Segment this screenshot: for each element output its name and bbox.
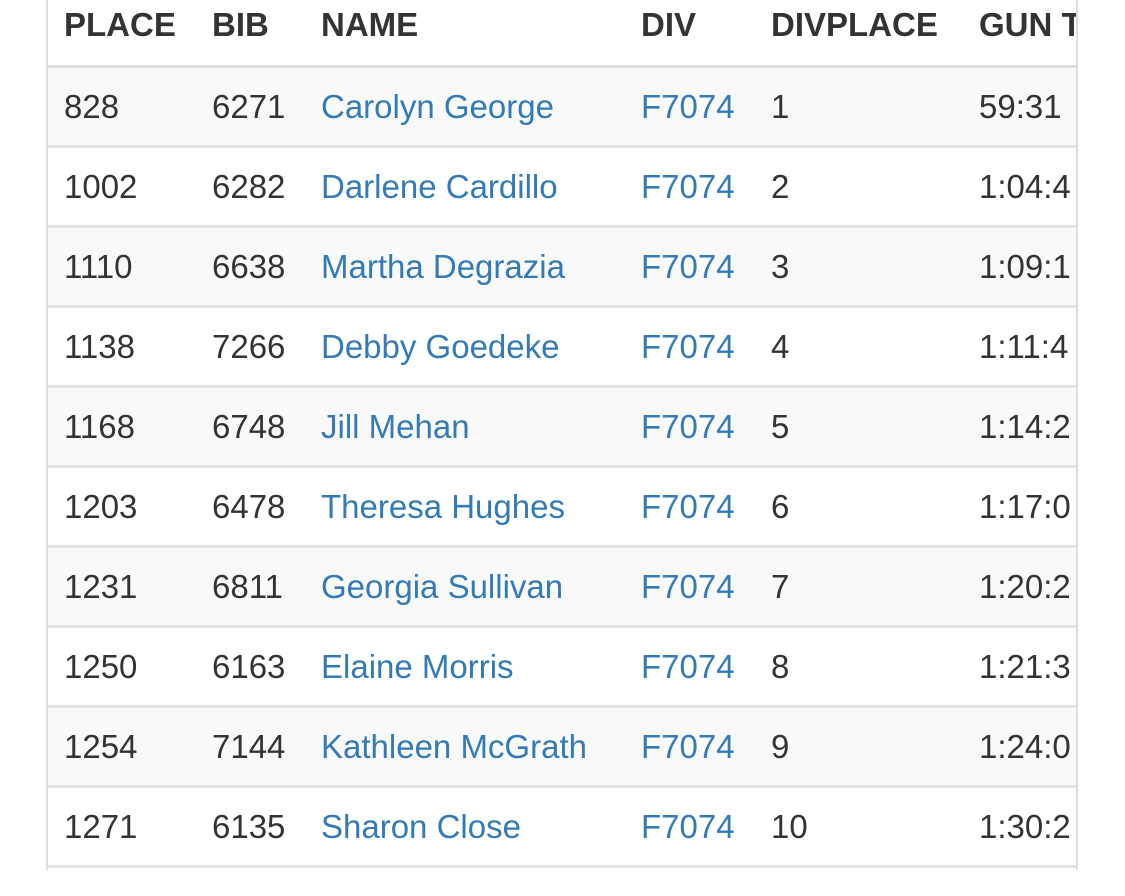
header-place[interactable]: PLACE — [64, 6, 176, 43]
gun-time-cell: 1:24:0 — [979, 727, 1071, 765]
gun-time-cell: 1:11:4 — [979, 327, 1069, 365]
gun-time-cell: 59:31 — [979, 87, 1062, 125]
divplace-cell: 2 — [771, 167, 790, 205]
header-div[interactable]: DIV — [641, 6, 697, 43]
result-row: 1271 6135 Sharon Close F7074 10 1:30:2 — [48, 788, 1076, 868]
place-cell: 1231 — [64, 567, 138, 605]
bib-cell: 7144 — [212, 727, 286, 765]
result-row: 1110 6638 Martha Degrazia F7074 3 1:09:1 — [48, 228, 1076, 308]
div-cell[interactable]: F7074 — [641, 567, 735, 605]
header-divplace[interactable]: DIVPLACE — [771, 6, 938, 43]
header-bib[interactable]: BIB — [212, 6, 269, 43]
gun-time-cell: 1:20:2 — [979, 567, 1071, 605]
bib-cell: 7266 — [212, 327, 286, 365]
divplace-cell: 5 — [771, 407, 790, 445]
divplace-cell: 6 — [771, 487, 790, 525]
header-gun-time[interactable]: GUN T — [979, 6, 1078, 43]
place-cell: 1271 — [64, 807, 138, 845]
results-table: PLACE BIB NAME DIV DIVPLACE GUN T 828 6271 Carol… — [46, 0, 1078, 870]
header-row: PLACE BIB NAME DIV DIVPLACE GUN T — [48, 0, 1076, 68]
place-cell: 1110 — [64, 247, 133, 285]
div-cell[interactable]: F7074 — [641, 647, 735, 685]
bib-cell: 6163 — [212, 647, 286, 685]
result-row: 1203 6478 Theresa Hughes F7074 6 1:17:0 — [48, 468, 1076, 548]
result-row: 1002 6282 Darlene Cardillo F7074 2 1:04:4 — [48, 148, 1076, 228]
div-cell[interactable]: F7074 — [641, 247, 735, 285]
name-cell[interactable]: Kathleen McGrath — [321, 727, 587, 765]
bib-cell: 6271 — [212, 87, 286, 125]
divplace-cell: 10 — [771, 807, 808, 845]
divplace-cell: 9 — [771, 727, 790, 765]
place-cell: 1254 — [64, 727, 138, 765]
name-cell[interactable]: Debby Goedeke — [321, 327, 560, 365]
gun-time-cell: 1:09:1 — [979, 247, 1071, 285]
divplace-cell: 4 — [771, 327, 790, 365]
gun-time-cell: 1:04:4 — [979, 167, 1071, 205]
result-row: 1254 7144 Kathleen McGrath F7074 9 1:24:0 — [48, 708, 1076, 788]
name-cell[interactable]: Georgia Sullivan — [321, 567, 564, 605]
gun-time-cell: 1:21:3 — [979, 647, 1071, 685]
div-cell[interactable]: F7074 — [641, 87, 735, 125]
result-row: 828 6271 Carolyn George F7074 1 59:31 — [48, 68, 1076, 148]
name-cell[interactable]: Elaine Morris — [321, 647, 514, 685]
name-cell[interactable]: Carolyn George — [321, 87, 554, 125]
name-cell[interactable]: Sharon Close — [321, 807, 521, 845]
bib-cell: 6638 — [212, 247, 286, 285]
result-row: 1250 6163 Elaine Morris F7074 8 1:21:3 — [48, 628, 1076, 708]
gun-time-cell: 1:30:2 — [979, 807, 1071, 845]
name-cell[interactable]: Darlene Cardillo — [321, 167, 558, 205]
result-row: 1138 7266 Debby Goedeke F7074 4 1:11:4 — [48, 308, 1076, 388]
place-cell: 1168 — [64, 407, 135, 445]
divplace-cell: 3 — [771, 247, 790, 285]
div-cell[interactable]: F7074 — [641, 167, 735, 205]
name-cell[interactable]: Martha Degrazia — [321, 247, 565, 285]
div-cell[interactable]: F7074 — [641, 327, 735, 365]
place-cell: 1203 — [64, 487, 138, 525]
divplace-cell: 1 — [771, 87, 790, 125]
place-cell: 1250 — [64, 647, 138, 685]
bib-cell: 6135 — [212, 807, 286, 845]
place-cell: 1002 — [64, 167, 138, 205]
result-row: 1168 6748 Jill Mehan F7074 5 1:14:2 — [48, 388, 1076, 468]
div-cell[interactable]: F7074 — [641, 807, 735, 845]
bib-cell: 6811 — [212, 567, 283, 605]
place-cell: 828 — [64, 87, 120, 125]
gun-time-cell: 1:14:2 — [979, 407, 1071, 445]
divplace-cell: 8 — [771, 647, 790, 685]
name-cell[interactable]: Jill Mehan — [321, 407, 470, 445]
bib-cell: 6748 — [212, 407, 286, 445]
div-cell[interactable]: F7074 — [641, 407, 735, 445]
divplace-cell: 7 — [771, 567, 790, 605]
bib-cell: 6282 — [212, 167, 286, 205]
gun-time-cell: 1:17:0 — [979, 487, 1071, 525]
result-row: 1231 6811 Georgia Sullivan F7074 7 1:20:2 — [48, 548, 1076, 628]
div-cell[interactable]: F7074 — [641, 487, 735, 525]
header-name[interactable]: NAME — [321, 6, 419, 43]
name-cell[interactable]: Theresa Hughes — [321, 487, 565, 525]
bib-cell: 6478 — [212, 487, 286, 525]
place-cell: 1138 — [64, 327, 135, 365]
div-cell[interactable]: F7074 — [641, 727, 735, 765]
